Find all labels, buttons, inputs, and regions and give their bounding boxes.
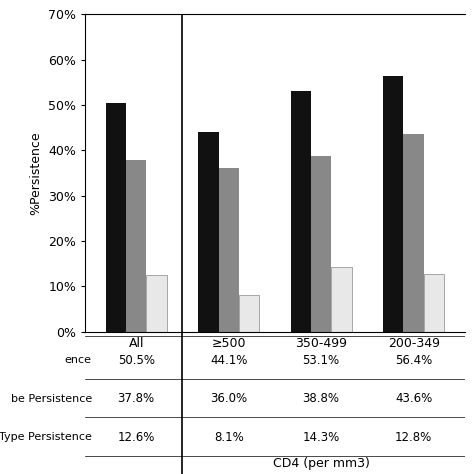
Text: CD4 (per mm3): CD4 (per mm3): [273, 457, 370, 470]
Text: 36.0%: 36.0%: [210, 392, 247, 405]
Text: 38.8%: 38.8%: [303, 392, 340, 405]
Bar: [331, 267, 352, 332]
Text: 43.6%: 43.6%: [395, 392, 432, 405]
Text: 12.8%: 12.8%: [395, 430, 432, 444]
Text: 44.1%: 44.1%: [210, 354, 247, 367]
Bar: [106, 103, 126, 332]
Text: 53.1%: 53.1%: [302, 354, 340, 367]
Text: ence: ence: [65, 355, 92, 365]
Bar: [219, 168, 239, 332]
Y-axis label: %Persistence: %Persistence: [30, 131, 43, 215]
Text: be Persistence: be Persistence: [10, 393, 92, 404]
Bar: [126, 160, 146, 332]
Text: 50.5%: 50.5%: [118, 354, 155, 367]
Bar: [146, 274, 167, 332]
Text: 8.1%: 8.1%: [214, 430, 244, 444]
Bar: [239, 295, 259, 332]
Text: 37.8%: 37.8%: [118, 392, 155, 405]
Bar: [198, 132, 219, 332]
Bar: [424, 273, 444, 332]
Text: 14.3%: 14.3%: [302, 430, 340, 444]
Bar: [291, 91, 311, 332]
Bar: [403, 134, 424, 332]
Bar: [311, 156, 331, 332]
Text: Type Persistence: Type Persistence: [0, 432, 92, 442]
Text: 12.6%: 12.6%: [118, 430, 155, 444]
Text: 56.4%: 56.4%: [395, 354, 432, 367]
Bar: [383, 76, 403, 332]
